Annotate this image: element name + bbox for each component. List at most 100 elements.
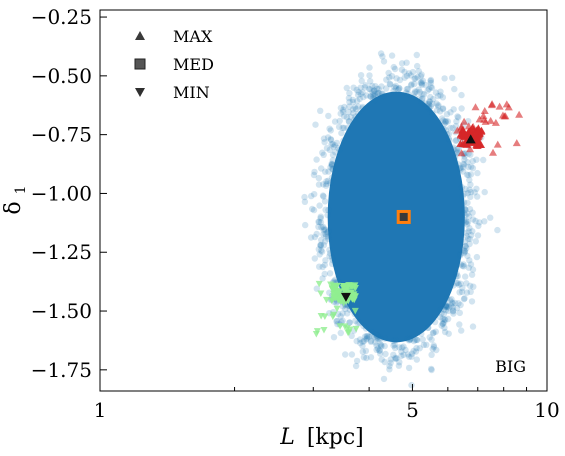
cloud-point: [405, 90, 412, 98]
x-axis-label-unit: [kpc]: [307, 425, 364, 450]
cloud-point: [461, 248, 469, 255]
min-cluster-point: [352, 325, 360, 333]
cloud-point: [367, 337, 375, 344]
cloud-point: [321, 261, 328, 269]
cloud-point: [474, 193, 481, 200]
cloud-point: [324, 235, 332, 242]
cloud-point: [442, 127, 450, 134]
cloud-point: [396, 344, 403, 351]
cloud-point: [465, 264, 472, 271]
cloud-point: [379, 53, 386, 60]
cloud-point: [428, 351, 435, 358]
cloud-point: [392, 354, 399, 361]
cloud-point: [455, 114, 462, 121]
min-cluster-point: [335, 290, 343, 297]
cloud-point: [359, 338, 366, 345]
cloud-point: [402, 346, 409, 354]
cloud-point: [326, 270, 334, 277]
cloud-point: [375, 85, 382, 93]
cloud-point: [434, 92, 442, 100]
cloud-point: [433, 100, 440, 107]
cloud-point: [418, 330, 425, 337]
cloud-point: [462, 185, 469, 193]
cloud-point: [302, 221, 309, 229]
cloud-point: [326, 252, 333, 260]
cloud-point: [322, 168, 329, 175]
cloud-point: [376, 334, 384, 341]
cloud-point: [463, 245, 470, 252]
cloud-point: [418, 81, 426, 89]
max-cluster-point: [512, 139, 521, 147]
cloud-point: [311, 255, 318, 262]
cloud-point: [418, 79, 425, 86]
cloud-point: [386, 362, 393, 370]
cloud-point: [447, 124, 454, 132]
cloud-point: [353, 86, 360, 94]
cloud-point: [403, 89, 410, 96]
cloud-point: [448, 299, 456, 306]
cloud-point: [419, 90, 426, 98]
cloud-point: [452, 137, 459, 145]
cloud-point: [469, 266, 477, 273]
cloud-point: [380, 375, 388, 383]
cloud-point: [469, 216, 477, 223]
max-cluster-point: [457, 122, 466, 130]
min-cluster-point: [330, 295, 338, 302]
cloud-point: [309, 205, 316, 213]
y-axis: −0.25 −0.50 −0.75 −1.00 −1.25 −1.50 −1.75: [31, 5, 107, 382]
cloud-point: [418, 96, 426, 103]
series-markers: [340, 134, 476, 302]
cloud-point: [464, 159, 471, 166]
cloud-point: [418, 71, 425, 78]
cloud-point: [320, 223, 327, 231]
cloud-point: [443, 111, 451, 118]
cloud-point: [343, 84, 350, 92]
cloud-point: [467, 171, 475, 178]
cloud-point: [392, 355, 399, 363]
cloud-point: [465, 228, 472, 235]
cloud-point: [324, 229, 331, 236]
cloud-point: [405, 353, 413, 360]
cloud-point: [307, 234, 315, 241]
x-tick-label: 10: [534, 398, 559, 422]
legend-med-icon: [134, 58, 146, 70]
cloud-point: [428, 366, 435, 374]
max-cluster-point: [469, 122, 478, 130]
cloud-point: [317, 213, 324, 220]
cloud-point: [450, 310, 457, 317]
cloud-point: [469, 157, 476, 165]
cloud-point: [439, 115, 446, 122]
cloud-point: [329, 151, 337, 159]
cloud-point: [355, 103, 362, 110]
cloud-point: [313, 156, 320, 163]
cloud-point: [444, 303, 451, 310]
cloud-point: [405, 337, 413, 344]
cloud-point: [346, 306, 354, 313]
cloud-point: [464, 221, 471, 228]
cloud-point: [332, 149, 339, 156]
cloud-point: [440, 306, 448, 313]
max-cluster-point: [498, 111, 507, 119]
cloud-point: [322, 182, 330, 189]
cloud-point: [441, 316, 448, 323]
cloud-point: [329, 166, 336, 173]
cloud-point: [440, 125, 448, 133]
legend-label: MIN: [173, 83, 210, 102]
max-cluster-point: [502, 100, 511, 108]
cloud-point: [413, 336, 420, 343]
cloud-point: [392, 336, 400, 344]
cloud-point: [329, 256, 336, 264]
cloud-point: [383, 85, 390, 92]
cloud-point: [464, 252, 471, 260]
cloud-point: [349, 98, 357, 106]
cloud-point: [336, 117, 343, 125]
min-cluster-point: [322, 296, 330, 304]
max-cluster-point: [480, 107, 489, 115]
cloud-point: [398, 344, 406, 351]
cloud-point: [390, 87, 397, 95]
cloud-point: [420, 91, 428, 98]
cloud-point: [315, 181, 323, 188]
cloud-point: [414, 73, 421, 81]
cloud-point: [319, 192, 327, 199]
cloud-point: [373, 342, 380, 349]
